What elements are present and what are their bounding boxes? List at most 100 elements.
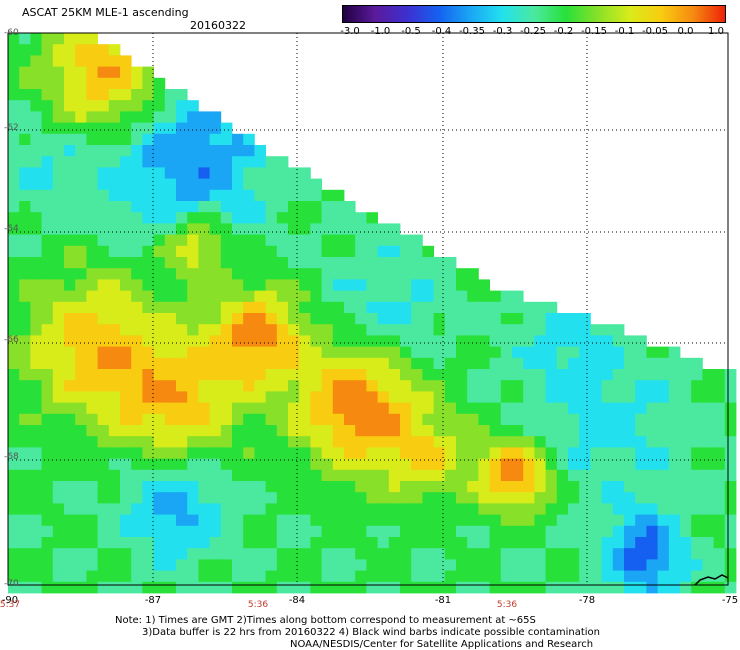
data-cell	[64, 133, 76, 146]
data-cell	[30, 481, 42, 493]
data-cell	[41, 178, 54, 191]
data-cell	[232, 503, 244, 515]
data-cell	[97, 492, 110, 504]
data-cell	[635, 559, 647, 571]
data-cell	[254, 201, 266, 213]
data-cell	[64, 145, 76, 157]
data-cell	[388, 301, 401, 314]
data-cell	[97, 559, 110, 571]
data-cell	[97, 122, 110, 135]
data-cell	[64, 212, 76, 224]
data-cell	[176, 357, 188, 370]
data-cell	[377, 301, 390, 314]
data-cell	[332, 234, 345, 247]
data-cell	[321, 380, 334, 392]
data-cell	[209, 413, 222, 426]
data-cell	[243, 413, 255, 426]
data-cell	[254, 503, 266, 515]
data-cell	[30, 548, 42, 560]
data-cell	[456, 481, 468, 493]
data-cell	[601, 481, 614, 493]
data-cell	[388, 402, 401, 415]
data-cell	[702, 481, 714, 493]
data-cell	[691, 514, 703, 527]
data-cell	[276, 525, 289, 538]
data-cell	[176, 212, 188, 224]
data-cell	[433, 537, 446, 549]
data-cell	[332, 503, 345, 515]
data-cell	[153, 212, 166, 224]
data-cell	[444, 458, 457, 471]
data-cell	[299, 391, 311, 403]
data-cell	[64, 458, 76, 471]
data-cell	[108, 201, 121, 213]
data-cell	[86, 335, 98, 347]
data-cell	[187, 492, 199, 504]
data-cell	[422, 570, 434, 583]
data-cell	[75, 178, 87, 191]
data-cell	[512, 357, 524, 370]
data-cell	[232, 133, 244, 146]
data-cell	[556, 380, 569, 392]
data-cell	[52, 111, 65, 123]
data-cell	[97, 257, 110, 269]
data-cell	[232, 436, 244, 448]
data-cell	[534, 369, 546, 381]
data-cell	[411, 514, 423, 527]
data-cell	[489, 525, 502, 538]
data-cell	[120, 335, 132, 347]
data-cell	[220, 268, 233, 280]
data-cell	[75, 55, 87, 67]
data-cell	[288, 257, 300, 269]
data-cell	[411, 570, 423, 583]
data-cell	[142, 391, 154, 403]
data-cell	[198, 212, 210, 224]
data-cell	[646, 503, 658, 515]
data-cell	[635, 525, 647, 538]
data-cell	[366, 391, 378, 403]
data-cell	[120, 279, 132, 291]
data-cell	[153, 279, 166, 291]
data-cell	[366, 469, 378, 482]
data-cell	[310, 223, 322, 235]
data-cell	[41, 346, 54, 359]
data-cell	[288, 548, 300, 560]
data-cell	[444, 514, 457, 527]
data-cell	[310, 369, 322, 381]
data-cell	[467, 324, 479, 336]
data-cell	[8, 447, 20, 459]
data-cell	[254, 380, 266, 392]
data-cell	[220, 469, 233, 482]
data-cell	[624, 469, 636, 482]
data-cell	[187, 458, 199, 471]
data-cell	[142, 223, 154, 235]
data-cell	[220, 481, 233, 493]
data-cell	[220, 279, 233, 291]
data-cell	[86, 313, 98, 325]
data-cell	[30, 156, 42, 168]
data-cell	[691, 391, 703, 403]
data-cell	[500, 369, 513, 381]
data-cell	[433, 301, 446, 314]
data-cell	[500, 380, 513, 392]
data-cell	[657, 537, 670, 549]
data-cell	[19, 212, 31, 224]
data-cell	[299, 447, 311, 459]
data-cell	[366, 548, 378, 560]
data-cell	[243, 145, 255, 157]
data-cell	[321, 201, 334, 213]
data-cell	[657, 458, 670, 471]
data-cells	[8, 33, 737, 594]
data-cell	[646, 469, 658, 482]
data-cell	[176, 469, 188, 482]
data-cell	[86, 268, 98, 280]
data-cell	[64, 77, 76, 90]
data-cell	[276, 167, 289, 179]
data-cell	[265, 380, 278, 392]
data-cell	[198, 514, 210, 527]
data-cell	[512, 537, 524, 549]
lon-label-75: -75	[721, 595, 739, 606]
data-cell	[713, 537, 726, 549]
data-cell	[500, 324, 513, 336]
data-cell	[310, 257, 322, 269]
